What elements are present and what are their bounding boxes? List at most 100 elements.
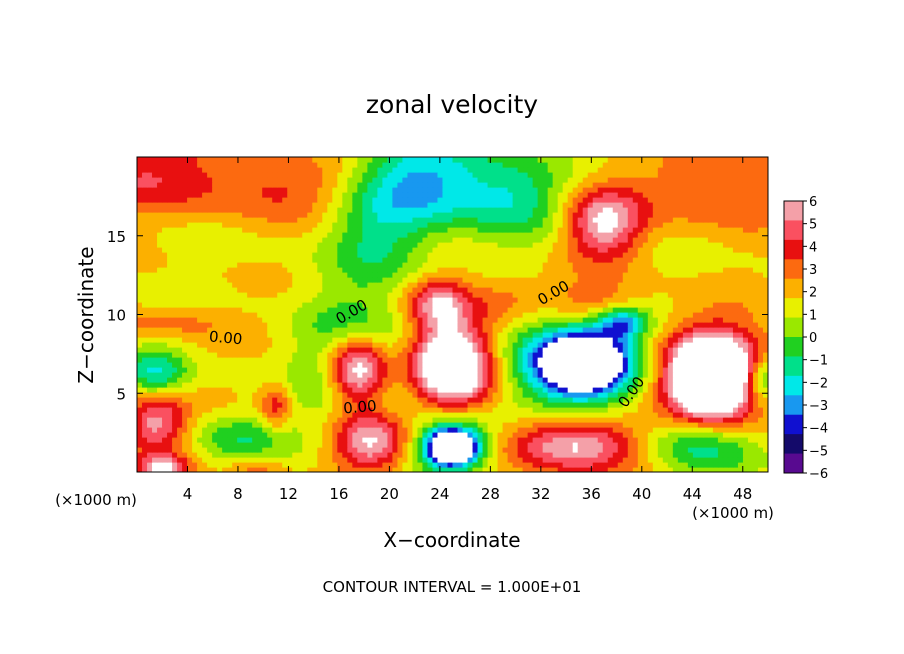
heatmap-cell — [172, 422, 178, 428]
heatmap-cell — [567, 417, 574, 423]
heatmap-cell — [372, 437, 378, 443]
heatmap-cell — [522, 357, 529, 363]
heatmap-cell — [597, 312, 604, 318]
heatmap-cell — [322, 357, 328, 363]
heatmap-cell — [452, 412, 459, 418]
heatmap-cell — [647, 382, 654, 388]
heatmap-cell — [552, 312, 559, 318]
heatmap-cell — [677, 352, 684, 358]
heatmap-cell — [602, 312, 609, 318]
heatmap-cell — [402, 452, 409, 458]
heatmap-cell — [652, 297, 659, 303]
heatmap-cell — [307, 452, 313, 458]
heatmap-cell — [287, 362, 293, 368]
heatmap-cell — [652, 337, 659, 343]
heatmap-cell — [187, 447, 193, 453]
heatmap-cell — [602, 402, 609, 408]
heatmap-cell — [622, 297, 629, 303]
heatmap-cell — [612, 427, 619, 433]
heatmap-cell — [297, 277, 303, 283]
heatmap-cell — [562, 307, 569, 313]
heatmap-cell — [762, 462, 768, 468]
heatmap-cell — [557, 352, 564, 358]
heatmap-cell — [372, 397, 378, 403]
heatmap-cell — [557, 287, 564, 293]
heatmap-cell — [182, 372, 188, 378]
heatmap-cell — [267, 342, 273, 348]
heatmap-cell — [582, 442, 589, 448]
heatmap-cell — [182, 382, 188, 388]
heatmap-cell — [672, 467, 679, 472]
heatmap-cell — [487, 337, 494, 343]
heatmap-cell — [207, 337, 213, 343]
heatmap-cell — [427, 377, 434, 383]
heatmap-cell — [282, 372, 288, 378]
heatmap-cell — [137, 437, 143, 443]
heatmap-cell — [702, 462, 709, 468]
heatmap-cell — [687, 467, 694, 472]
heatmap-cell — [342, 412, 348, 418]
heatmap-cell — [682, 417, 689, 423]
heatmap-cell — [437, 357, 444, 363]
heatmap-cell — [442, 377, 449, 383]
heatmap-cell — [267, 317, 273, 323]
heatmap-cell — [482, 437, 489, 443]
heatmap-cell — [177, 347, 183, 353]
heatmap-cell — [182, 452, 188, 458]
heatmap-cell — [422, 332, 429, 338]
heatmap-cell — [567, 347, 574, 353]
heatmap-cell — [527, 287, 534, 293]
heatmap-cell — [707, 297, 714, 303]
heatmap-cell — [577, 282, 584, 288]
heatmap-cell — [707, 347, 714, 353]
heatmap-cell — [637, 412, 644, 418]
heatmap-cell — [202, 402, 208, 408]
heatmap-cell — [402, 337, 409, 343]
heatmap-cell — [487, 327, 494, 333]
heatmap-cell — [347, 272, 353, 278]
heatmap-cell — [582, 367, 589, 373]
heatmap-cell — [517, 302, 524, 308]
heatmap-cell — [437, 382, 444, 388]
heatmap-cell — [527, 292, 534, 298]
heatmap-cell — [532, 357, 539, 363]
heatmap-cell — [262, 462, 268, 468]
heatmap-cell — [507, 332, 514, 338]
heatmap-cell — [552, 362, 559, 368]
heatmap-cell — [317, 427, 323, 433]
heatmap-cell — [762, 292, 768, 298]
heatmap-cell — [602, 437, 609, 443]
heatmap-cell — [692, 322, 699, 328]
heatmap-cell — [422, 352, 429, 358]
heatmap-cell — [662, 337, 669, 343]
heatmap-cell — [662, 412, 669, 418]
heatmap-cell — [687, 297, 694, 303]
heatmap-cell — [597, 412, 604, 418]
heatmap-cell — [207, 342, 213, 348]
heatmap-cell — [477, 332, 484, 338]
heatmap-cell — [352, 272, 358, 278]
heatmap-cell — [167, 412, 173, 418]
heatmap-cell — [637, 282, 644, 288]
heatmap-cell — [657, 382, 664, 388]
heatmap-cell — [347, 327, 353, 333]
heatmap-cell — [667, 312, 674, 318]
heatmap-cell — [357, 447, 363, 453]
heatmap-cell — [472, 292, 479, 298]
heatmap-cell — [747, 442, 754, 448]
heatmap-cell — [557, 442, 564, 448]
heatmap-cell — [447, 367, 454, 373]
heatmap-cell — [602, 322, 609, 328]
heatmap-cell — [317, 307, 323, 313]
heatmap-cell — [607, 322, 614, 328]
heatmap-cell — [677, 417, 684, 423]
heatmap-cell — [622, 432, 629, 438]
heatmap-cell — [497, 277, 504, 283]
heatmap-cell — [452, 272, 459, 278]
heatmap-cell — [262, 302, 268, 308]
heatmap-cell — [212, 397, 218, 403]
heatmap-cell — [572, 407, 579, 413]
heatmap-cell — [752, 387, 759, 393]
heatmap-cell — [287, 452, 293, 458]
heatmap-cell — [202, 317, 208, 323]
